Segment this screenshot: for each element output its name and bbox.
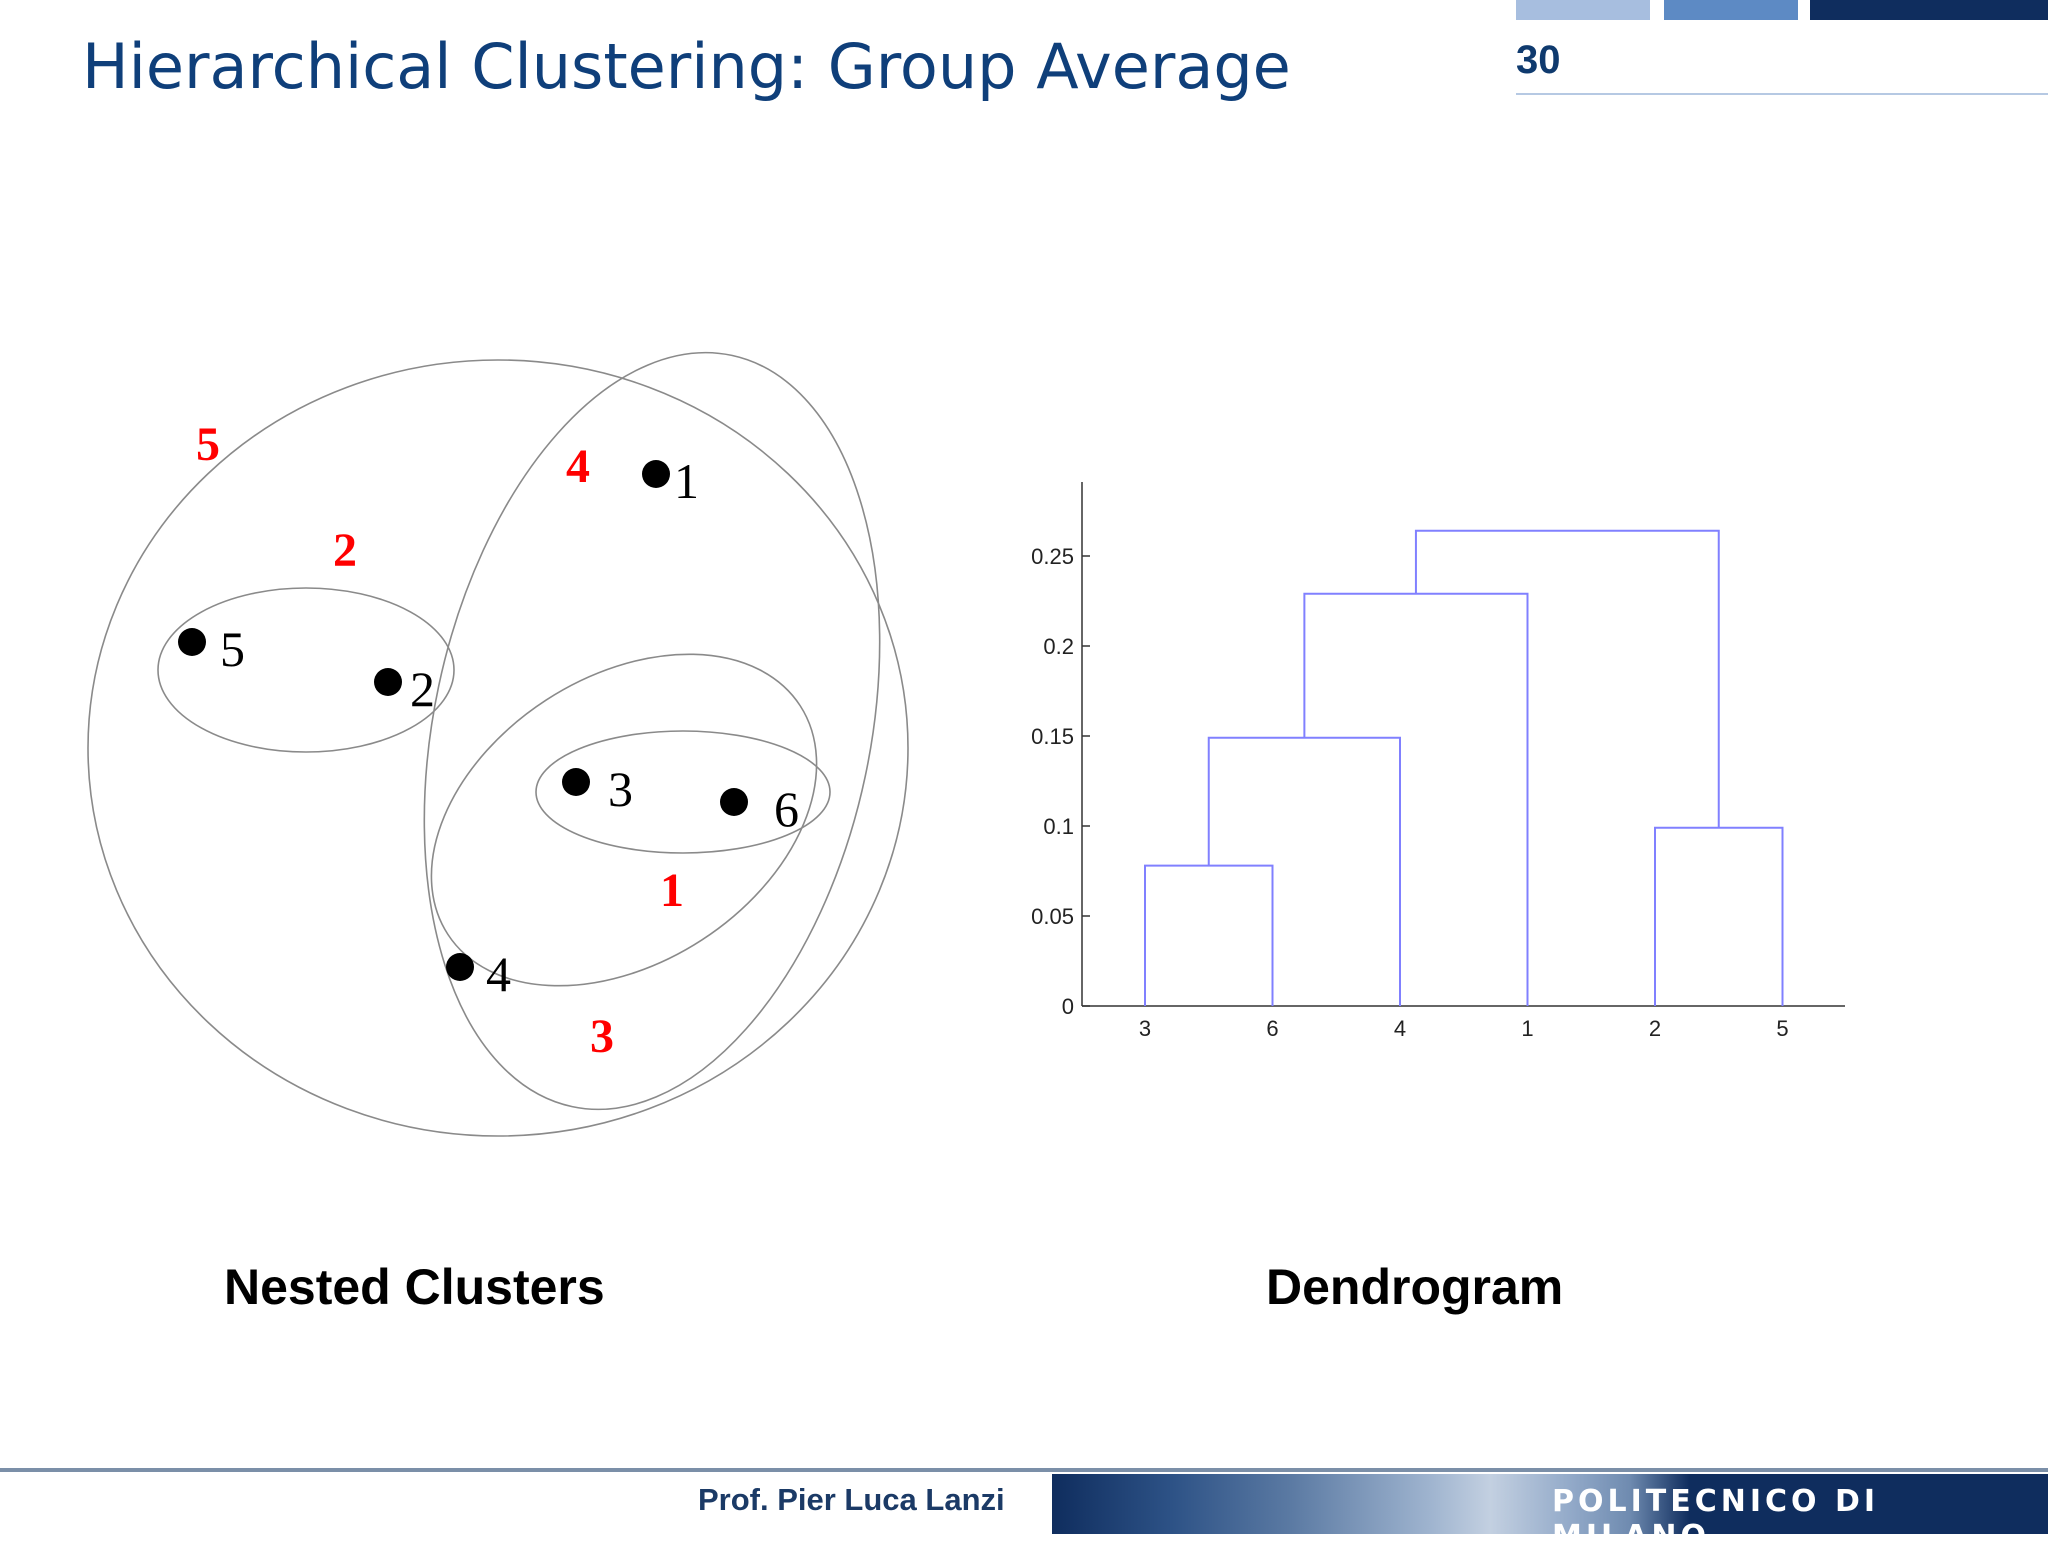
x-tick-label: 1 — [1521, 1016, 1533, 1041]
footer-author: Prof. Pier Luca Lanzi — [698, 1482, 1005, 1517]
footer-rule — [0, 1468, 2048, 1472]
dendrogram-chart: 0 0.05 0.1 0.15 0.2 0.25 3 6 4 1 2 5 — [1031, 482, 1845, 1041]
footer-institution: POLITECNICO DI MILANO — [1552, 1484, 1880, 1554]
point-5-marker — [178, 628, 206, 656]
cluster-label-5: 5 — [196, 418, 220, 471]
x-tick-label: 6 — [1266, 1016, 1278, 1041]
dendrogram-caption: Dendrogram — [1266, 1259, 1564, 1315]
x-tick-label: 4 — [1394, 1016, 1406, 1041]
slide-number: 30 — [1516, 38, 1561, 82]
cluster-label-1: 1 — [660, 864, 684, 917]
cluster-5-boundary — [87, 359, 909, 1137]
x-tick-label: 5 — [1776, 1016, 1788, 1041]
header-block-dark — [1810, 0, 2048, 20]
dendrogram-axes: 0 0.05 0.1 0.15 0.2 0.25 3 6 4 1 2 5 — [1031, 482, 1845, 1041]
point-label-6: 6 — [774, 781, 799, 837]
y-tick-label: 0 — [1062, 994, 1074, 1019]
point-label-4: 4 — [486, 946, 511, 1002]
dendrogram-links — [1144, 529, 1784, 1006]
point-2-marker — [374, 668, 402, 696]
y-tick-label: 0.1 — [1043, 814, 1074, 839]
point-label-1: 1 — [674, 453, 699, 509]
y-tick-label: 0.15 — [1031, 724, 1074, 749]
cluster-1-boundary — [535, 730, 831, 854]
point-label-3: 3 — [608, 761, 633, 817]
header-block-light — [1516, 0, 1650, 20]
nested-clusters-figure: 1 5 2 3 6 4 5 4 2 1 3 — [87, 351, 909, 1137]
point-1-marker — [642, 460, 670, 488]
x-tick-label: 2 — [1649, 1016, 1661, 1041]
cluster-2-boundary — [157, 587, 455, 753]
slide-title: Hierarchical Clustering: Group Average — [82, 30, 1291, 103]
point-label-5: 5 — [220, 621, 245, 677]
cluster-label-3: 3 — [590, 1010, 614, 1063]
dendrogram-link-1 — [1144, 864, 1274, 1006]
dendrogram-link-2 — [1654, 826, 1784, 1006]
point-6-marker — [720, 788, 748, 816]
point-label-2: 2 — [410, 661, 435, 717]
x-tick-label: 3 — [1139, 1016, 1151, 1041]
header-rule — [1516, 93, 2048, 95]
point-4-marker — [446, 953, 474, 981]
nested-clusters-caption: Nested Clusters — [224, 1259, 605, 1315]
y-tick-label: 0.05 — [1031, 904, 1074, 929]
cluster-4-boundary — [423, 351, 881, 1111]
dendrogram-link-3 — [1207, 736, 1401, 1006]
cluster-label-4: 4 — [566, 440, 590, 493]
cluster-label-2: 2 — [333, 524, 357, 577]
cluster-3-boundary — [430, 653, 818, 987]
footer-band — [1052, 1474, 2048, 1534]
y-tick-label: 0.25 — [1031, 544, 1074, 569]
point-3-marker — [562, 768, 590, 796]
dendrogram-link-5 — [1414, 529, 1720, 828]
header-block-mid — [1664, 0, 1798, 20]
dendrogram-link-4 — [1303, 592, 1529, 1006]
y-tick-label: 0.2 — [1043, 634, 1074, 659]
